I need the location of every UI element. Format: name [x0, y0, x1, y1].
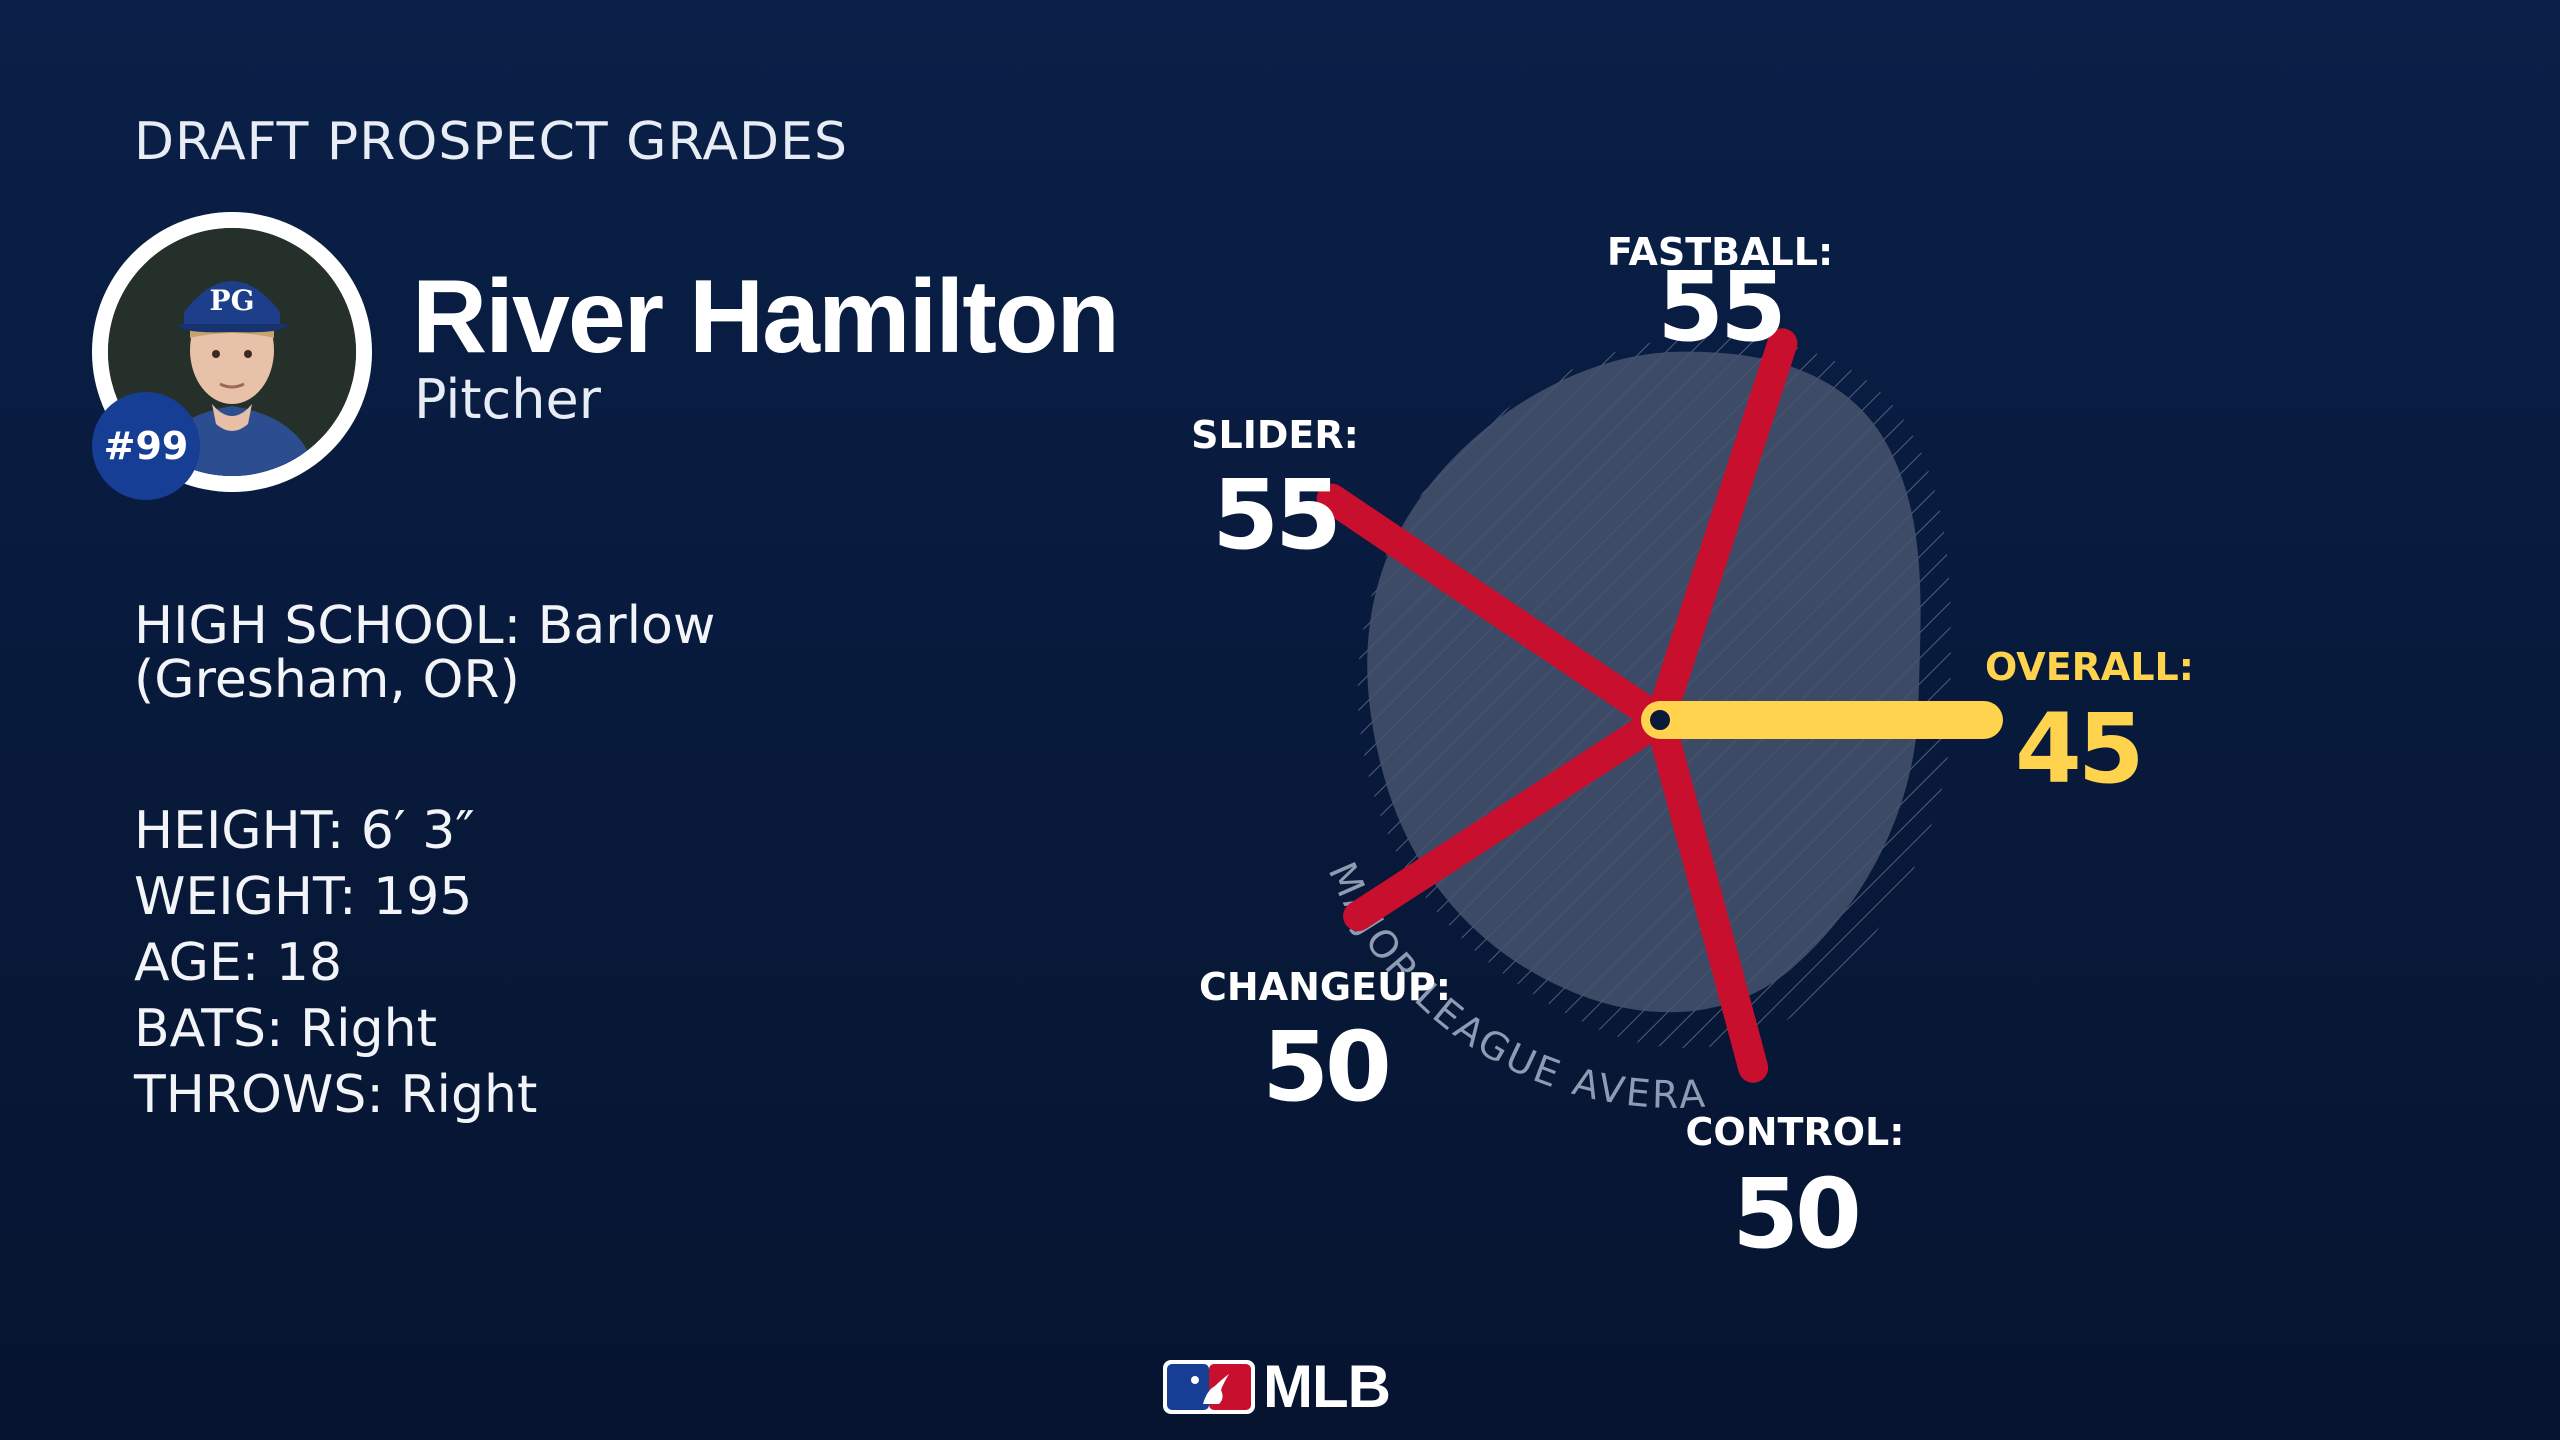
axis-label-changeup: CHANGEUP:: [1199, 965, 1451, 1009]
stat-bats: BATS: Right: [134, 999, 437, 1059]
axis-label-fastball: FASTBALL:: [1607, 230, 1833, 274]
axis-label-slider: SLIDER:: [1191, 413, 1359, 457]
axis-label-overall: OVERALL:: [1985, 645, 2194, 689]
stat-weight: WEIGHT: 195: [134, 867, 473, 927]
grade-spoke-control: [1645, 705, 1769, 1083]
jersey-number-badge: #99: [92, 392, 200, 500]
stat-height: HEIGHT: 6′ 3″: [134, 801, 475, 861]
cap-logo-text: PG: [210, 284, 255, 317]
section-title: DRAFT PROSPECT GRADES: [134, 112, 848, 172]
stat-throws: THROWS: Right: [134, 1065, 538, 1125]
radar-svg: MAJOR LEAGUE AVERAGE FASTBALL:55OVERALL:…: [1134, 145, 2194, 1270]
average-shape: [1367, 351, 1921, 1013]
mlb-logo: MLB: [1163, 1352, 1391, 1421]
stat-age: AGE: 18: [134, 933, 343, 993]
school-line-2: (Gresham, OR): [134, 650, 520, 710]
axis-label-control: CONTROL:: [1686, 1110, 1905, 1154]
school-line-1: HIGH SCHOOL: Barlow: [134, 596, 716, 656]
axis-value-changeup: 50: [1262, 1011, 1388, 1123]
mlb-logo-text: MLB: [1263, 1353, 1391, 1420]
player-stats: HEIGHT: 6′ 3″ WEIGHT: 195 AGE: 18 BATS: …: [134, 803, 537, 1133]
axis-value-overall: 45: [2015, 693, 2141, 805]
mlb-batter-logo-icon: [1163, 1359, 1255, 1414]
grades-radar-chart: MAJOR LEAGUE AVERAGE FASTBALL:55OVERALL:…: [1134, 145, 2200, 1270]
player-name: River Hamilton: [412, 259, 1120, 375]
axis-value-slider: 55: [1212, 459, 1338, 571]
radar-center-dot: [1642, 702, 1678, 738]
grade-spoke-fastball: [1645, 328, 1798, 735]
school-info: HIGH SCHOOL: Barlow (Gresham, OR): [134, 596, 716, 710]
axis-value-control: 50: [1732, 1158, 1858, 1270]
grade-spoke-changeup: [1343, 705, 1675, 932]
grade-spoke-slider: [1316, 483, 1675, 735]
player-position: Pitcher: [414, 368, 601, 431]
axis-value-fastball: 55: [1657, 251, 1783, 363]
